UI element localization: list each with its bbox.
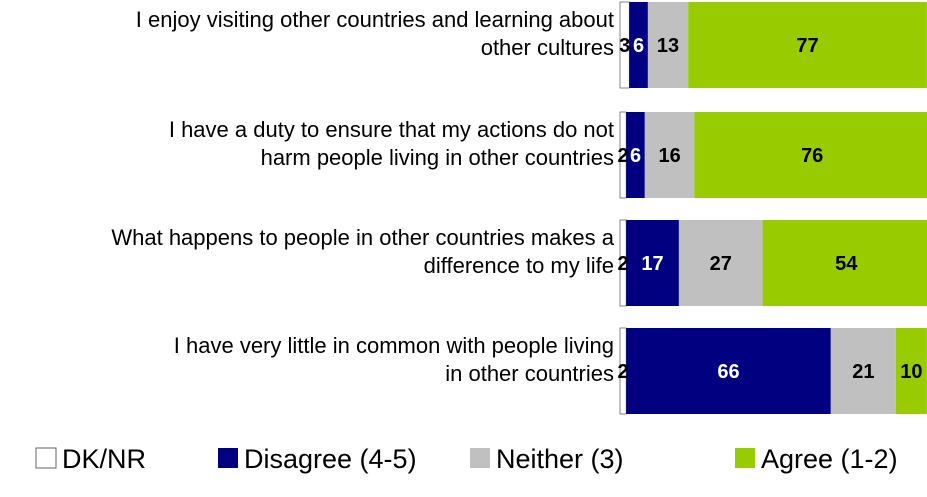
data-label: 17 — [641, 253, 663, 275]
legend-swatch — [735, 448, 755, 468]
bar-segment — [830, 328, 896, 414]
category-label-line: I enjoy visiting other countries and lea… — [136, 7, 614, 32]
data-label: 77 — [796, 35, 818, 57]
data-label: 2 — [618, 253, 629, 275]
legend-label: Disagree (4-5) — [244, 444, 417, 474]
category-label: I enjoy visiting other countries and lea… — [136, 7, 614, 60]
bar-segment — [626, 112, 645, 198]
data-label: 16 — [658, 145, 680, 167]
bar-segment — [626, 328, 831, 414]
legend: DK/NR Disagree (4-5) Neither (3) Agree (1-2… — [35, 444, 898, 474]
legend-label: DK/NR — [62, 444, 146, 474]
category-label-line: difference to my life — [424, 253, 614, 278]
bar-segment — [629, 2, 648, 88]
legend-swatch — [218, 448, 238, 468]
data-label: 6 — [630, 145, 641, 167]
data-label: 2 — [618, 145, 629, 167]
category-label-line: I have a duty to ensure that my actions … — [169, 117, 614, 142]
category-label-line: harm people living in other countries — [261, 145, 614, 170]
category-label: I have a duty to ensure that my actions … — [169, 117, 614, 170]
data-label: 27 — [710, 253, 732, 275]
data-label: 6 — [633, 35, 644, 57]
category-label-line: What happens to people in other countrie… — [111, 225, 614, 250]
bar-segment — [647, 2, 689, 88]
legend-swatch — [35, 447, 57, 469]
category-label-line: in other countries — [445, 361, 614, 386]
data-label: 21 — [852, 361, 874, 383]
bar-segment — [688, 2, 927, 88]
category-label: I have very little in common with people… — [174, 333, 614, 386]
bar-segment — [694, 112, 927, 198]
bar-segment — [762, 220, 927, 306]
category-labels-group: I enjoy visiting other countries and lea… — [111, 7, 922, 386]
bars-group — [619, 1, 927, 415]
legend-label: Neither (3) — [496, 444, 624, 474]
data-label: 3 — [619, 35, 630, 57]
bar-segment — [895, 328, 927, 414]
bar-segment — [678, 220, 763, 306]
data-label: 10 — [900, 361, 922, 383]
data-label: 54 — [835, 253, 858, 275]
category-label-line: other cultures — [481, 35, 614, 60]
category-label: What happens to people in other countrie… — [111, 225, 614, 278]
legend-swatch — [470, 448, 490, 468]
data-label: 76 — [801, 145, 823, 167]
data-label: 13 — [657, 35, 679, 57]
bar-segment — [626, 220, 679, 306]
legend-label: Agree (1-2) — [761, 444, 898, 474]
data-label: 66 — [717, 361, 739, 383]
data-label: 2 — [618, 361, 629, 383]
category-label-line: I have very little in common with people… — [174, 333, 614, 358]
bar-segment — [644, 112, 695, 198]
